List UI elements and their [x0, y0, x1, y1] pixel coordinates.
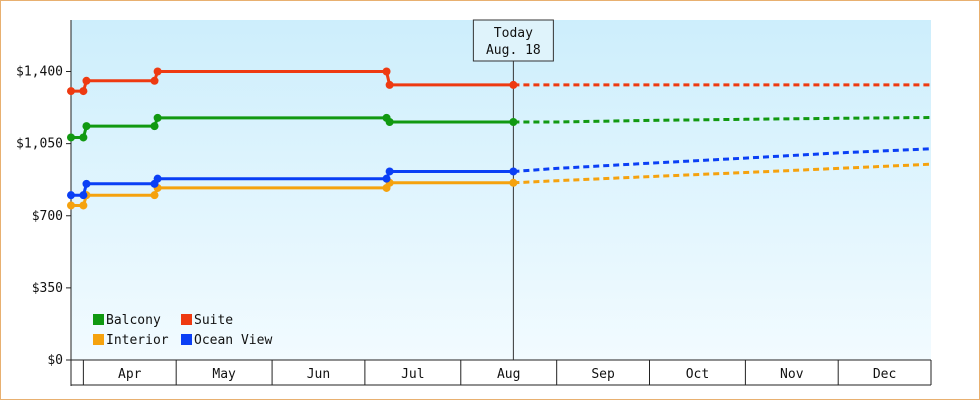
data-point[interactable] [67, 87, 75, 96]
series-suite [67, 67, 931, 96]
x-tick-label: Sep [591, 367, 615, 382]
data-point[interactable] [67, 191, 75, 200]
data-point[interactable] [509, 178, 518, 187]
y-tick-label: $350 [32, 281, 63, 296]
data-point[interactable] [385, 118, 394, 126]
data-point[interactable] [82, 122, 91, 131]
data-point[interactable] [385, 80, 394, 89]
data-point[interactable] [509, 167, 518, 176]
series-forecast-balcony [513, 116, 932, 124]
legend-swatch [181, 334, 192, 345]
data-point[interactable] [509, 80, 518, 89]
data-point[interactable] [79, 87, 88, 96]
data-point[interactable] [67, 133, 75, 142]
legend-swatch [181, 314, 192, 325]
y-axis: $0 $350 $700 $1,050 $1,400 [16, 20, 72, 386]
x-tick-label: Oct [686, 367, 709, 382]
y-tick-label: $700 [32, 209, 63, 224]
x-axis: Apr May Jun Jul Aug Sep Oct Nov Dec [71, 359, 932, 386]
today-label: Today [494, 26, 533, 41]
series-ocean-view [67, 147, 932, 200]
x-tick-label: May [212, 367, 236, 382]
data-point[interactable] [385, 167, 394, 176]
series-forecast-ocean-view [513, 147, 932, 173]
y-tick-label: $1,400 [16, 65, 63, 80]
x-tick-label: Jun [307, 367, 330, 382]
data-point[interactable] [82, 179, 91, 188]
data-point[interactable] [82, 76, 91, 85]
legend-label: Suite [194, 313, 233, 328]
today-box [472, 19, 554, 62]
data-point[interactable] [79, 201, 88, 210]
data-point[interactable] [79, 133, 88, 142]
legend-label: Ocean View [194, 333, 272, 348]
data-point[interactable] [150, 191, 159, 200]
legend-item-balcony: Balcony [93, 313, 161, 328]
data-point[interactable] [153, 174, 162, 183]
y-tick-label: $1,050 [16, 137, 63, 152]
legend-item-suite: Suite [181, 313, 233, 328]
data-point[interactable] [382, 174, 391, 183]
data-point[interactable] [150, 122, 159, 131]
data-point[interactable] [153, 113, 162, 122]
data-point[interactable] [509, 118, 518, 126]
legend-label: Interior [106, 333, 169, 348]
legend-item-interior: Interior [93, 333, 169, 348]
x-tick-label: Dec [873, 367, 896, 382]
x-tick-label: Jul [401, 367, 424, 382]
data-point[interactable] [79, 191, 88, 200]
legend-swatch [93, 314, 104, 325]
y-tick-label: $0 [47, 353, 63, 368]
x-tick-label: Aug [497, 367, 520, 382]
today-marker: Today Aug. 18 [472, 19, 554, 360]
legend-swatch [93, 334, 104, 345]
legend-label: Balcony [106, 313, 161, 328]
x-tick-label: Apr [118, 367, 142, 382]
data-point[interactable] [150, 76, 159, 85]
data-point[interactable] [67, 201, 75, 210]
legend: Balcony Suite Interior Ocean View [93, 313, 272, 348]
series-forecast-interior [513, 162, 932, 185]
data-point[interactable] [153, 67, 162, 76]
plot-background [71, 20, 931, 360]
legend-item-ocean-view: Ocean View [181, 333, 272, 348]
series-group [67, 67, 932, 210]
data-point[interactable] [382, 67, 391, 76]
series-balcony [67, 113, 932, 142]
today-date-label: Aug. 18 [486, 43, 541, 58]
x-tick-label: Nov [780, 367, 804, 382]
